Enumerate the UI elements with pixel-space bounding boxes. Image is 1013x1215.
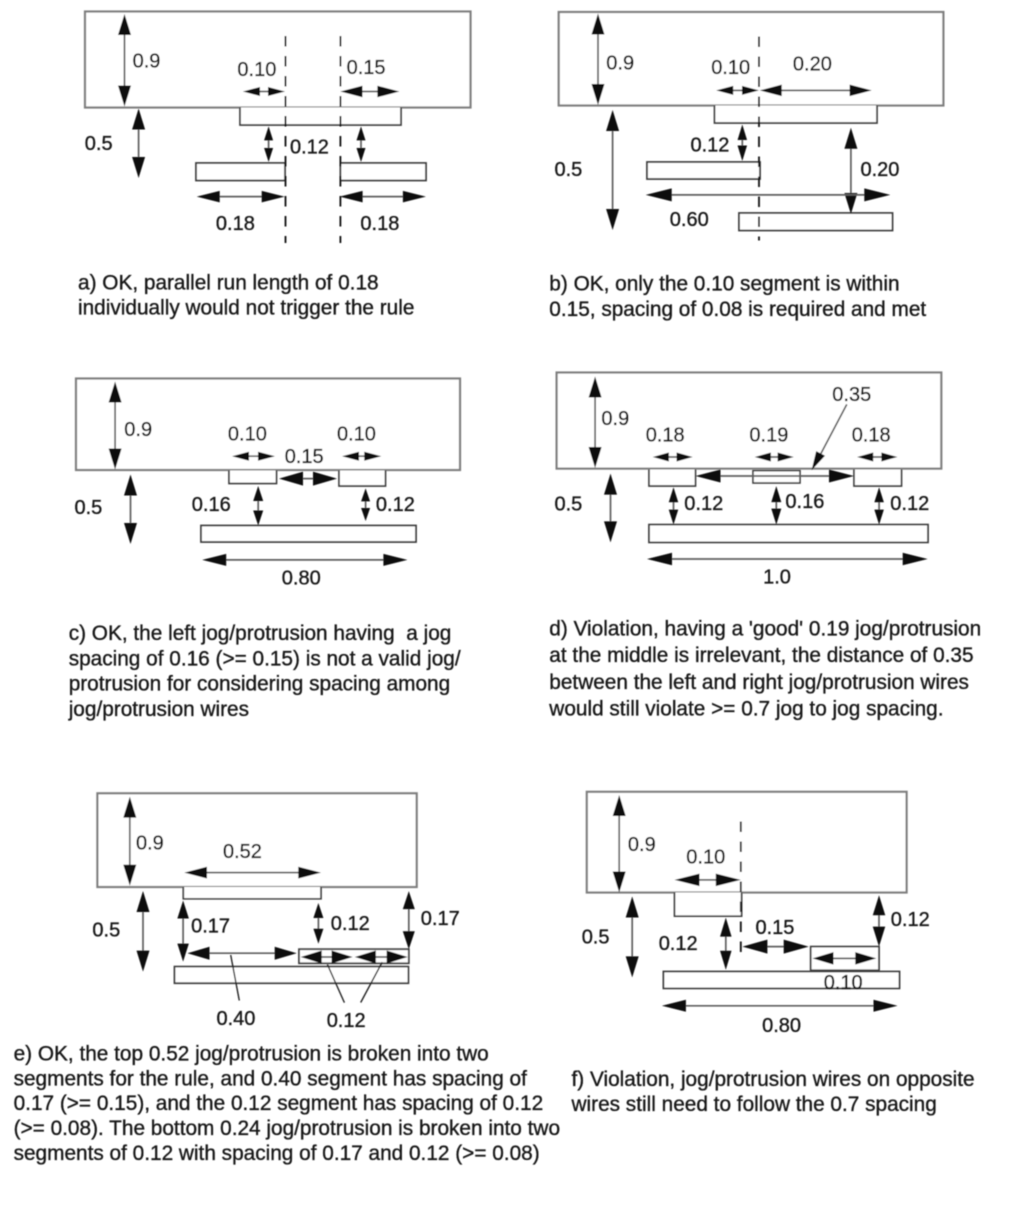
svg-text:0.12: 0.12 — [376, 494, 415, 516]
svg-text:between the left and right jog: between the left and right jog/protrusio… — [549, 671, 969, 694]
svg-text:0.17 (>= 0.15), and the 0.12 s: 0.17 (>= 0.15), and the 0.12 segment has… — [14, 1092, 544, 1115]
svg-text:e) OK, the top 0.52 jog/protru: e) OK, the top 0.52 jog/protrusion is br… — [14, 1042, 489, 1065]
svg-text:0.18: 0.18 — [216, 213, 255, 235]
svg-text:0.12: 0.12 — [659, 933, 698, 955]
svg-text:0.5: 0.5 — [582, 927, 610, 949]
svg-text:protrusion for considering spa: protrusion for considering spacing among — [69, 673, 451, 696]
svg-text:at the middle is irrelevant, t: at the middle is irrelevant, the distanc… — [549, 644, 973, 667]
svg-text:spacing of 0.16 (>= 0.15) is n: spacing of 0.16 (>= 0.15) is not a valid… — [69, 647, 461, 670]
svg-text:0.19: 0.19 — [749, 424, 788, 446]
svg-text:d) Violation, having a 'good': d) Violation, having a 'good' 0.19 jog/p… — [549, 618, 981, 641]
svg-text:0.9: 0.9 — [124, 419, 152, 441]
svg-text:segments of 0.12 with spacing: segments of 0.12 with spacing of 0.17 an… — [14, 1142, 540, 1165]
svg-text:wires still need to follow the: wires still need to follow the 0.7 spaci… — [571, 1093, 937, 1116]
svg-text:0.12: 0.12 — [331, 913, 370, 935]
svg-text:0.52: 0.52 — [223, 841, 262, 863]
svg-text:0.9: 0.9 — [606, 53, 634, 75]
svg-text:0.10: 0.10 — [228, 423, 267, 445]
svg-text:0.12: 0.12 — [290, 137, 329, 159]
svg-text:0.5: 0.5 — [92, 920, 120, 942]
svg-text:c) OK, the left jog/protrusion: c) OK, the left jog/protrusion having a … — [69, 622, 452, 645]
svg-text:0.9: 0.9 — [601, 408, 629, 430]
svg-text:0.9: 0.9 — [628, 834, 656, 856]
svg-text:0.9: 0.9 — [136, 833, 164, 855]
svg-text:b) OK, only the 0.10 segment i: b) OK, only the 0.10 segment is within — [549, 273, 899, 296]
svg-text:0.16: 0.16 — [192, 494, 231, 516]
svg-text:0.15, spacing of 0.08 is requi: 0.15, spacing of 0.08 is required and me… — [549, 298, 926, 321]
svg-text:0.10: 0.10 — [711, 57, 750, 79]
svg-text:0.18: 0.18 — [360, 213, 399, 235]
svg-text:0.17: 0.17 — [421, 908, 460, 930]
svg-text:0.40: 0.40 — [217, 1008, 256, 1030]
svg-text:individually would not trigger: individually would not trigger the rule — [78, 297, 414, 320]
svg-text:would still violate >= 0.7 jog: would still violate >= 0.7 jog to jog sp… — [548, 698, 943, 721]
svg-text:0.12: 0.12 — [327, 1010, 366, 1032]
svg-text:1.0: 1.0 — [763, 567, 791, 589]
svg-text:0.12: 0.12 — [891, 909, 930, 931]
svg-text:0.20: 0.20 — [793, 53, 832, 75]
svg-text:0.5: 0.5 — [555, 494, 583, 516]
svg-text:(>= 0.08). The bottom 0.24 jog: (>= 0.08). The bottom 0.24 jog/protrusio… — [14, 1117, 560, 1140]
svg-text:0.5: 0.5 — [85, 133, 113, 155]
svg-text:a) OK, parallel run length of: a) OK, parallel run length of 0.18 — [78, 271, 379, 294]
svg-text:0.12: 0.12 — [684, 493, 723, 515]
svg-text:0.12: 0.12 — [890, 493, 929, 515]
svg-text:0.18: 0.18 — [852, 424, 891, 446]
svg-text:0.10: 0.10 — [824, 972, 863, 994]
svg-text:0.10: 0.10 — [237, 59, 276, 81]
svg-text:0.15: 0.15 — [285, 446, 324, 468]
svg-text:0.80: 0.80 — [762, 1015, 801, 1037]
svg-text:0.10: 0.10 — [686, 847, 725, 869]
svg-text:0.9: 0.9 — [133, 51, 161, 73]
svg-text:0.5: 0.5 — [555, 159, 583, 181]
svg-text:0.17: 0.17 — [191, 915, 230, 937]
svg-text:0.35: 0.35 — [832, 384, 871, 406]
svg-text:0.18: 0.18 — [646, 424, 685, 446]
svg-text:0.10: 0.10 — [337, 423, 376, 445]
svg-text:0.15: 0.15 — [347, 57, 386, 79]
svg-text:0.12: 0.12 — [691, 134, 730, 156]
svg-text:0.5: 0.5 — [75, 497, 103, 519]
svg-text:jog/protrusion wires: jog/protrusion wires — [68, 698, 249, 721]
svg-text:0.60: 0.60 — [670, 209, 709, 231]
svg-text:0.80: 0.80 — [282, 568, 321, 590]
svg-text:0.16: 0.16 — [785, 491, 824, 513]
svg-text:f) Violation, jog/protrusion w: f) Violation, jog/protrusion wires on op… — [572, 1068, 975, 1091]
svg-text:0.20: 0.20 — [861, 159, 900, 181]
svg-text:segments for the rule, and 0.4: segments for the rule, and 0.40 segment … — [14, 1067, 528, 1090]
svg-text:0.15: 0.15 — [756, 917, 795, 939]
